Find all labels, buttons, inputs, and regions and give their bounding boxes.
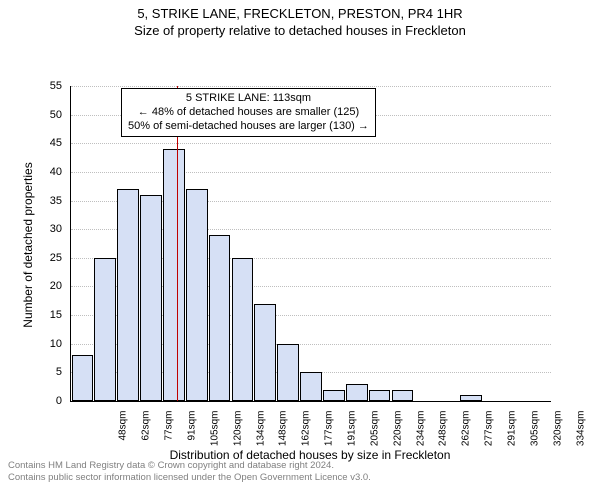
bar bbox=[392, 390, 414, 401]
plot-area: 5 STRIKE LANE: 113sqm ← 48% of detached … bbox=[70, 86, 551, 402]
y-tick-label: 10 bbox=[2, 338, 62, 350]
x-axis-label: Distribution of detached houses by size … bbox=[70, 448, 550, 462]
y-tick-label: 25 bbox=[2, 252, 62, 264]
bar bbox=[323, 390, 345, 401]
bar bbox=[346, 384, 368, 401]
annotation-line-1: 5 STRIKE LANE: 113sqm bbox=[128, 92, 369, 106]
y-tick-label: 55 bbox=[2, 80, 62, 92]
x-tick-label: 320sqm bbox=[552, 411, 563, 455]
page-subtitle: Size of property relative to detached ho… bbox=[0, 23, 600, 38]
histogram-chart: Number of detached properties 0510152025… bbox=[0, 38, 600, 458]
bar bbox=[277, 344, 299, 401]
bar bbox=[117, 189, 139, 401]
y-tick-label: 50 bbox=[2, 109, 62, 121]
bar bbox=[209, 235, 231, 401]
y-tick-label: 5 bbox=[2, 366, 62, 378]
bar bbox=[72, 355, 94, 401]
y-tick-label: 45 bbox=[2, 137, 62, 149]
bar bbox=[94, 258, 116, 401]
footer-line-2: Contains public sector information licen… bbox=[8, 472, 592, 484]
bar bbox=[232, 258, 254, 401]
bar bbox=[163, 149, 185, 401]
y-axis-ticks: 0510152025303540455055 bbox=[0, 86, 66, 401]
y-tick-label: 15 bbox=[2, 309, 62, 321]
annotation-box: 5 STRIKE LANE: 113sqm ← 48% of detached … bbox=[121, 88, 376, 137]
bar bbox=[254, 304, 276, 401]
y-tick-label: 40 bbox=[2, 166, 62, 178]
annotation-line-3: 50% of semi-detached houses are larger (… bbox=[128, 120, 369, 134]
y-tick-label: 30 bbox=[2, 223, 62, 235]
bar bbox=[369, 390, 391, 401]
annotation-line-2: ← 48% of detached houses are smaller (12… bbox=[128, 106, 369, 120]
x-tick-label: 334sqm bbox=[575, 411, 586, 455]
page-title: 5, STRIKE LANE, FRECKLETON, PRESTON, PR4… bbox=[0, 6, 600, 21]
x-axis-ticks: 48sqm62sqm77sqm91sqm105sqm120sqm134sqm14… bbox=[70, 401, 550, 449]
y-tick-label: 20 bbox=[2, 280, 62, 292]
y-tick-label: 35 bbox=[2, 195, 62, 207]
bar bbox=[140, 195, 162, 401]
y-tick-label: 0 bbox=[2, 395, 62, 407]
bar bbox=[186, 189, 208, 401]
bar bbox=[300, 372, 322, 401]
